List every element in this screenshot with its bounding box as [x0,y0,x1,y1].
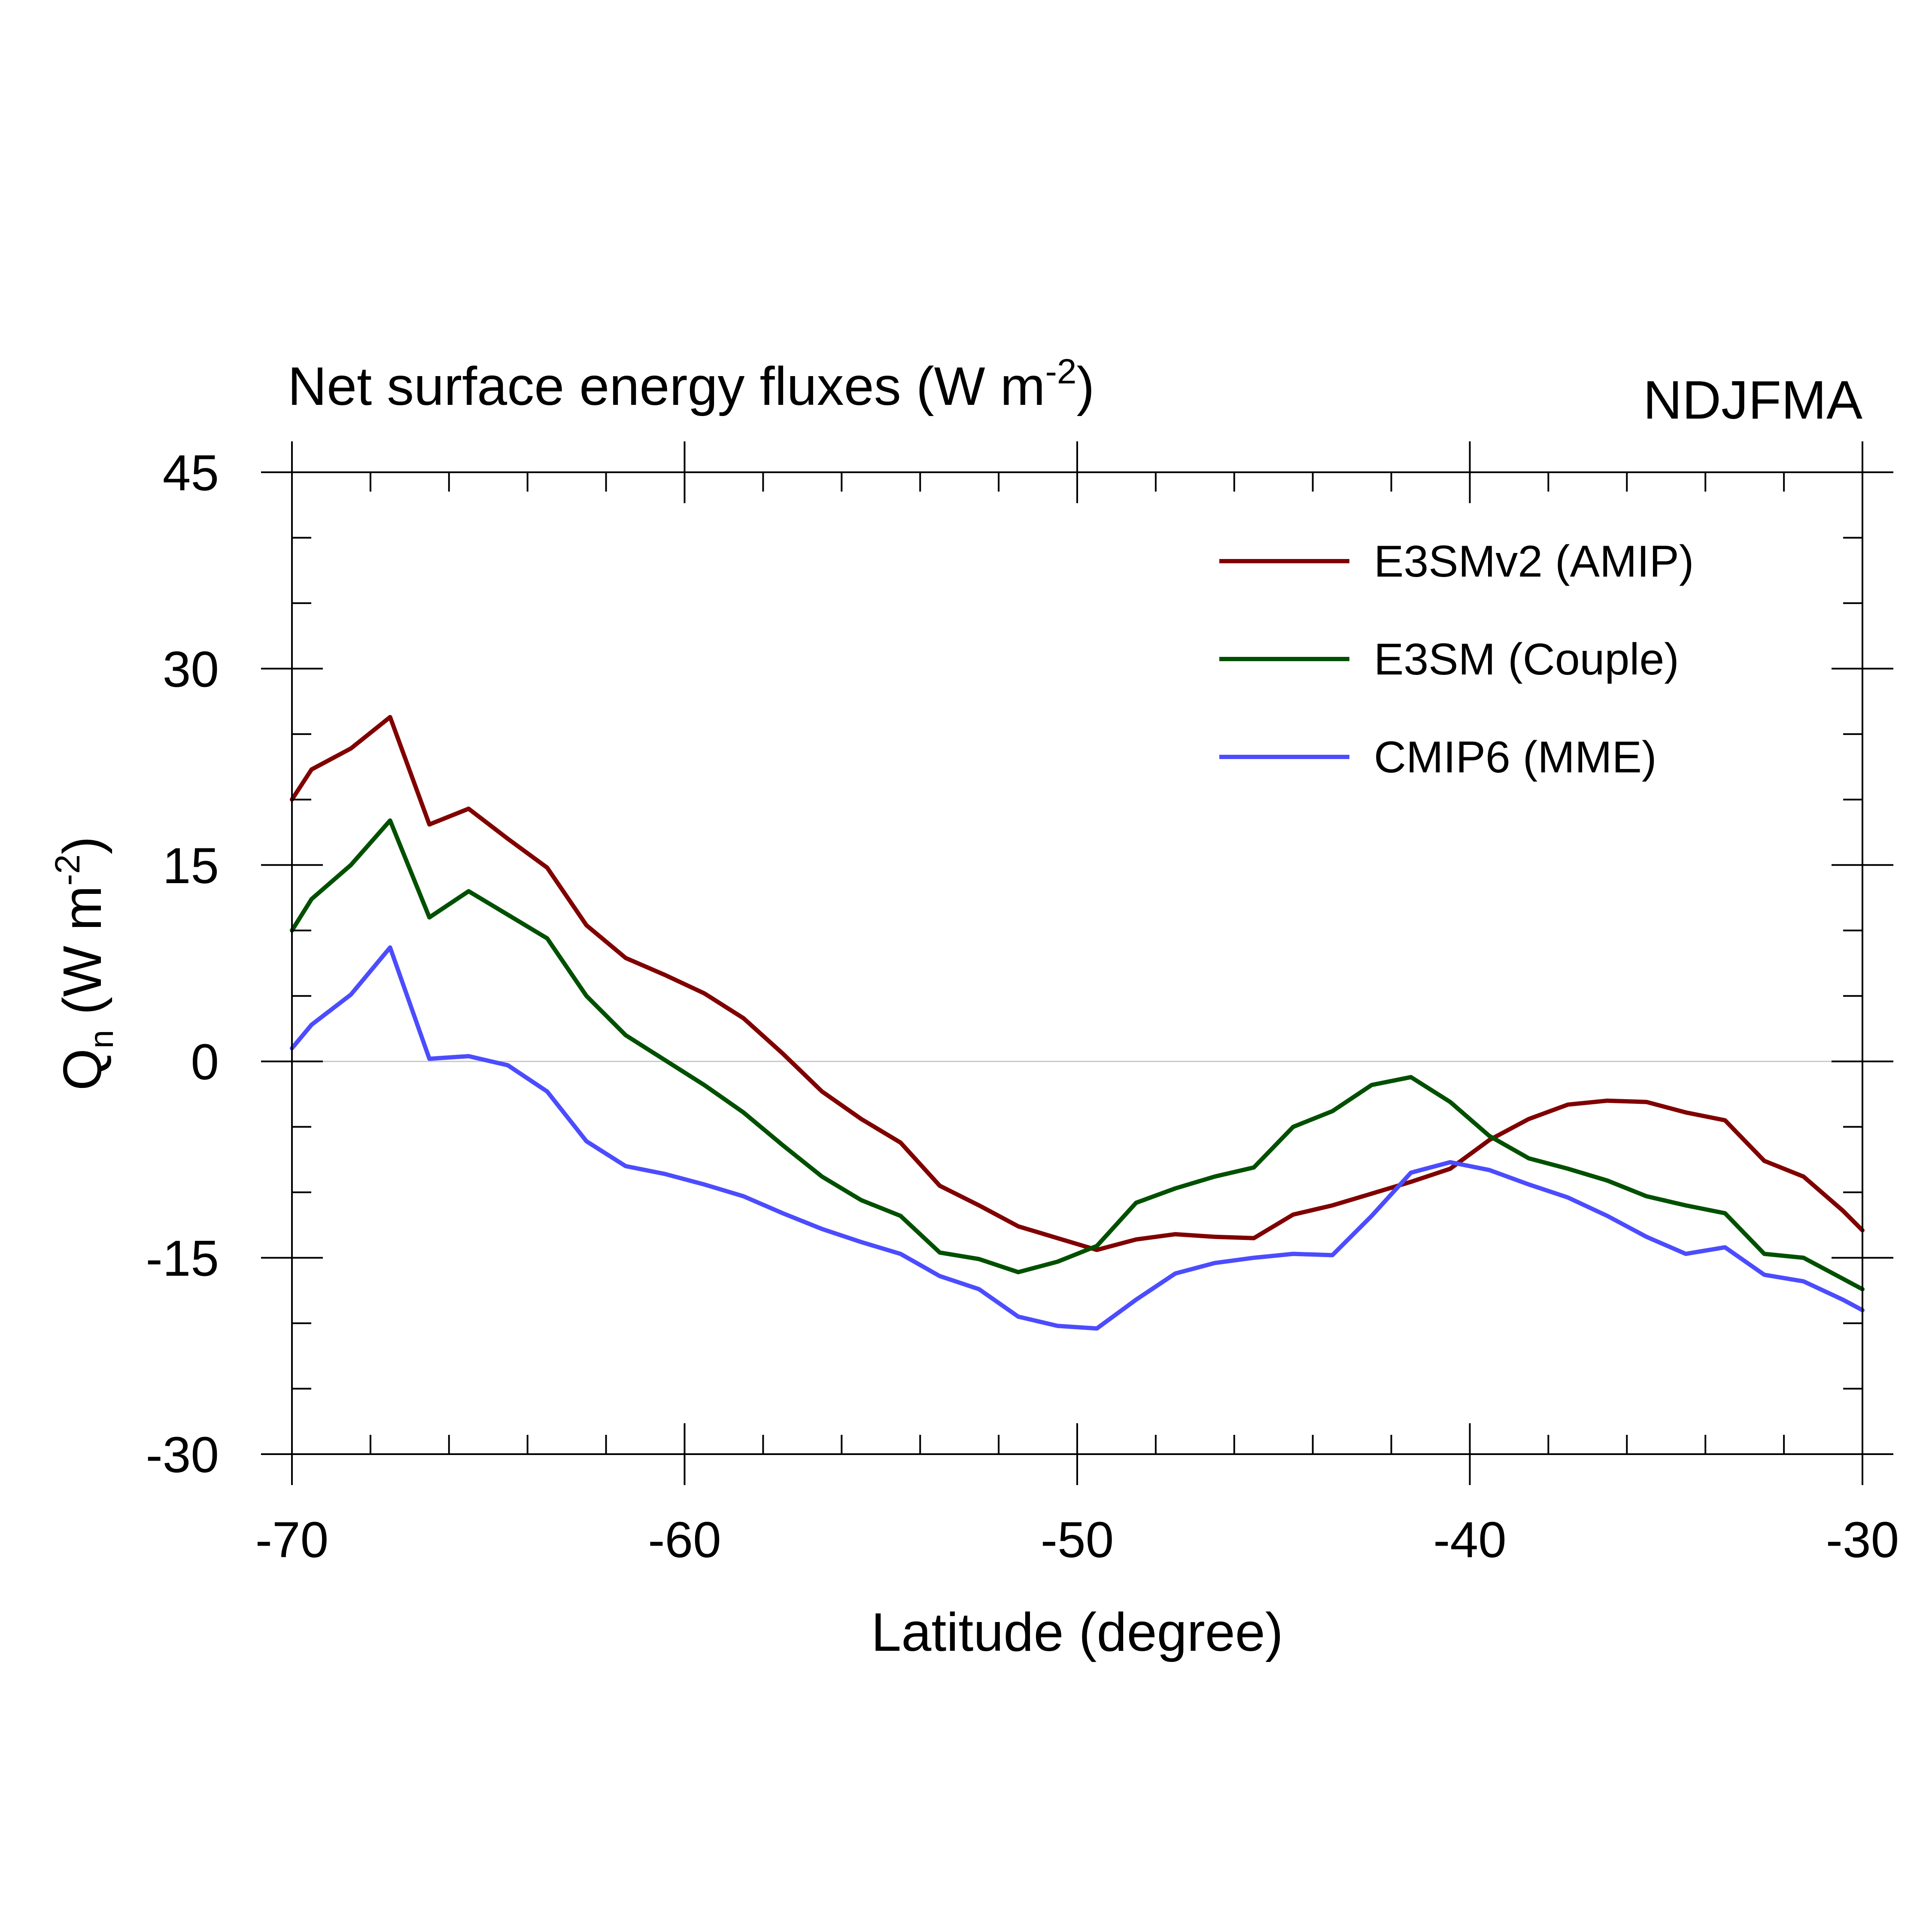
x-tick-label: -70 [255,1512,329,1568]
legend: E3SMv2 (AMIP) E3SM (Couple) CMIP6 (MME) [1219,537,1694,782]
y-axis-title: Qn (W m-2) [48,836,120,1091]
x-tick-label: -30 [1826,1512,1899,1568]
x-tick-label: -40 [1433,1512,1507,1568]
x-axis-tick-labels: -70 -60 -50 -40 -30 [255,1512,1899,1568]
y-axis-title-end: ) [52,836,112,854]
plot-frame [291,471,1863,1455]
chart-title: Net surface energy fluxes (W m-2) [288,352,1094,416]
y-axis-title-superscript: -2 [48,854,87,886]
y-axis-tick-labels: -30 -15 0 15 30 45 [146,445,219,1483]
y-tick-label: -30 [146,1427,219,1483]
y-tick-label: 15 [163,838,219,894]
y-tick-label: 0 [191,1034,219,1091]
legend-label-1: E3SMv2 (AMIP) [1374,537,1694,586]
y-axis-title-q: Q [52,1048,112,1091]
y-axis-title-unit: (W m [52,886,112,1030]
x-tick-label: -60 [648,1512,721,1568]
y-tick-label: 30 [163,641,219,698]
chart-title-end: ) [1076,356,1094,416]
x-axis-title: Latitude (degree) [871,1602,1283,1662]
chart-title-superscript: -2 [1045,352,1077,391]
series-line-2 [290,818,1865,1291]
legend-label-3: CMIP6 (MME) [1374,732,1657,782]
minor-ticks [292,472,1862,1454]
y-tick-label: 45 [163,445,219,501]
series-line-1 [290,715,1865,1252]
y-tick-label: -15 [146,1230,219,1287]
y-axis-title-subscript: n [82,1030,120,1048]
chart-title-main: Net surface energy fluxes (W m [288,356,1045,416]
legend-label-2: E3SM (Couple) [1374,635,1679,684]
plot-series [290,715,1865,1331]
x-tick-label: -50 [1041,1512,1114,1568]
series-line-3 [290,945,1865,1331]
season-label: NDJFMA [1643,370,1862,430]
